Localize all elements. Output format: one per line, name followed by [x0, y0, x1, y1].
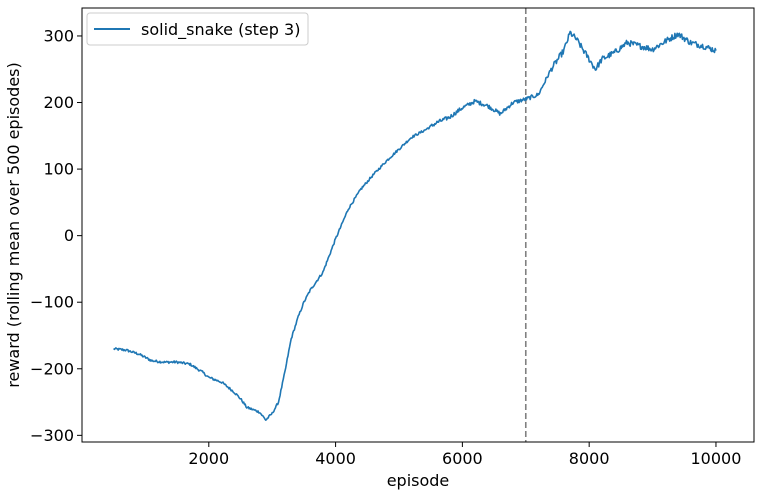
legend-box	[86, 12, 309, 46]
plot-area-frame	[81, 7, 755, 443]
series-layer	[113, 30, 717, 422]
x-tick-label: 4000	[315, 449, 356, 468]
y-tick-label: 200	[43, 93, 74, 112]
x-axis-label: episode	[387, 471, 450, 490]
x-tick-label: 8000	[569, 449, 610, 468]
y-tick-label: 100	[43, 160, 74, 179]
y-tick-label: 0	[64, 226, 74, 245]
x-tick-label: 6000	[442, 449, 483, 468]
y-axis-ticks: −300 −200 −100 0 100 200 300	[30, 26, 82, 445]
y-axis-label: reward (rolling mean over 500 episodes)	[4, 62, 23, 387]
legend-label: solid_snake (step 3)	[141, 20, 300, 40]
y-tick-label: 300	[43, 26, 74, 45]
y-tick-label: −200	[30, 359, 74, 378]
y-tick-label: −100	[30, 293, 74, 312]
x-tick-label: 2000	[188, 449, 229, 468]
y-tick-label: −300	[30, 426, 74, 445]
x-tick-label: 10000	[691, 449, 742, 468]
legend: solid_snake (step 3)	[86, 12, 309, 46]
series-line-0	[113, 30, 717, 422]
x-axis-ticks: 2000 4000 6000 8000 10000	[188, 442, 741, 468]
